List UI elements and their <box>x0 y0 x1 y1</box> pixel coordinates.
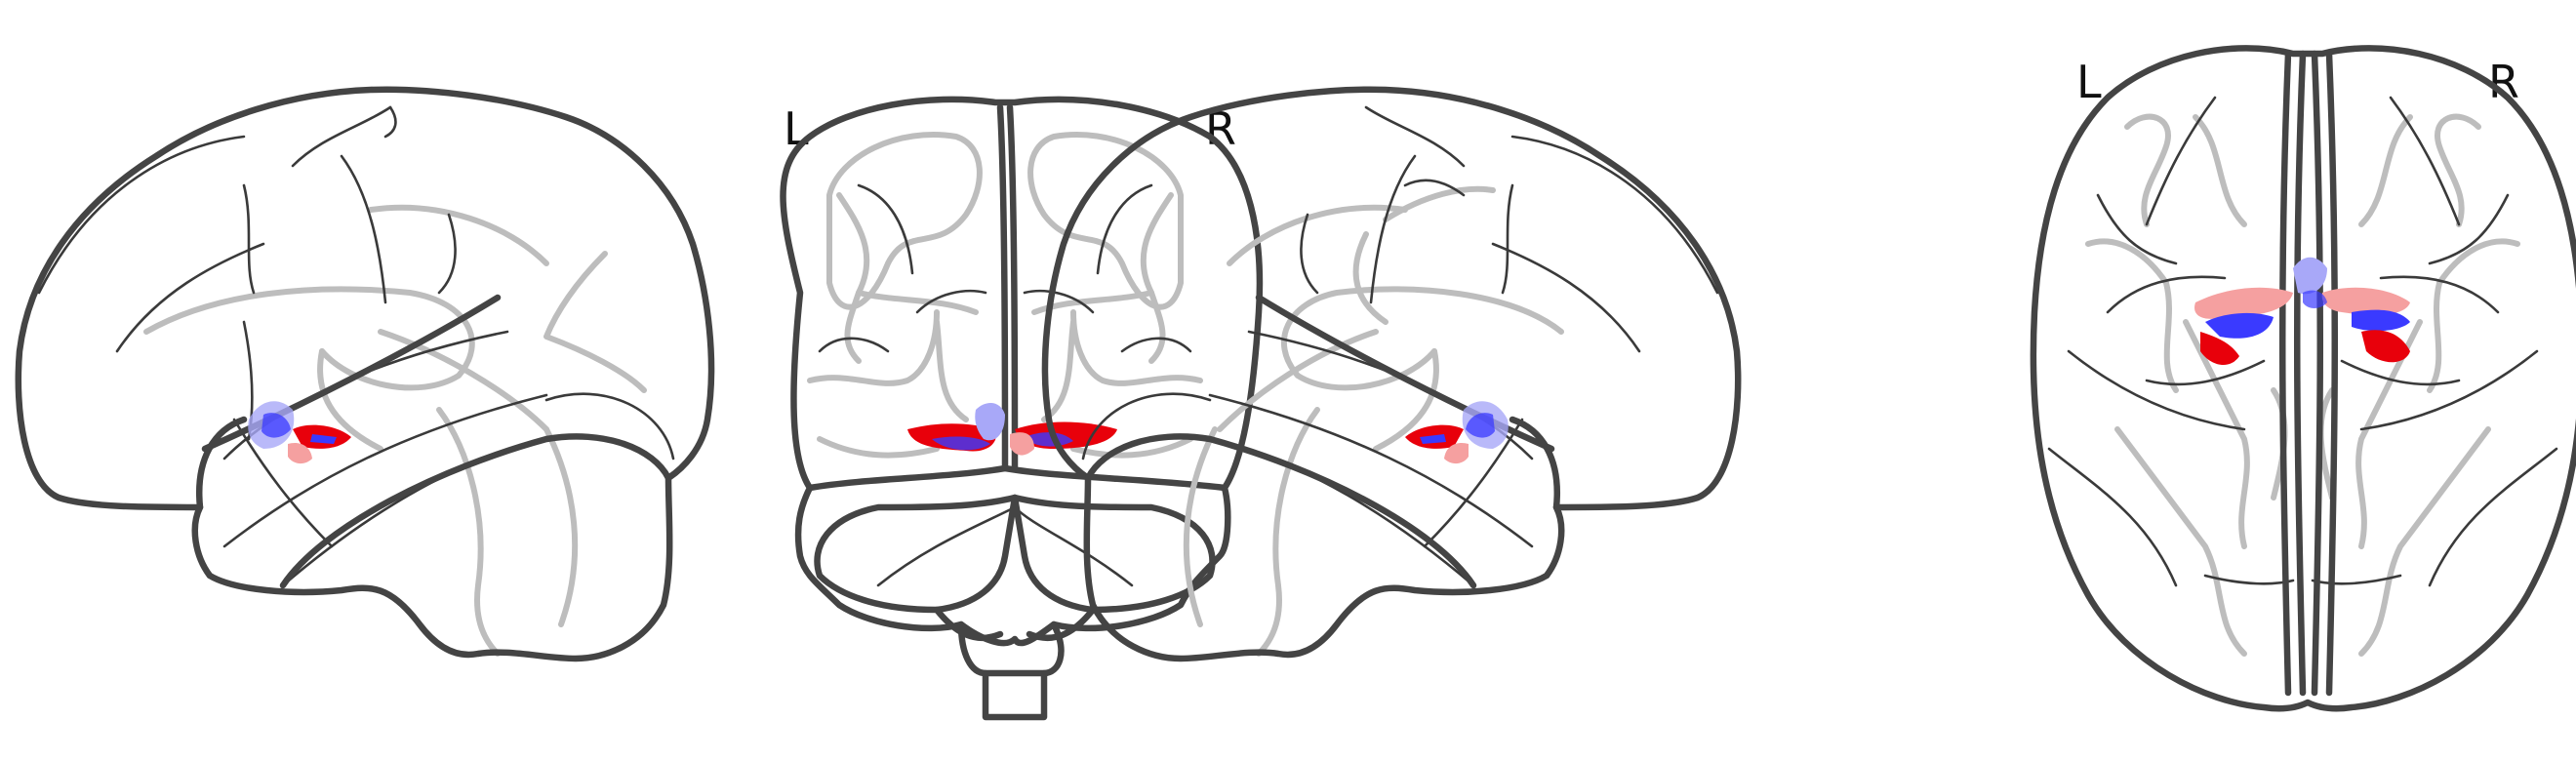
axial-right-label: R <box>2488 56 2519 108</box>
axial-left-label: L <box>2076 56 2102 108</box>
right-sagittal-view <box>1041 86 1742 662</box>
activation-cluster <box>907 403 1117 456</box>
coronal-view: L R <box>780 96 1264 721</box>
activation-cluster <box>248 401 351 464</box>
left-sagittal-view <box>15 86 715 662</box>
activation-cluster <box>2194 257 2410 366</box>
activation-cluster <box>1405 401 1509 464</box>
axial-view: L R <box>2030 45 2576 712</box>
